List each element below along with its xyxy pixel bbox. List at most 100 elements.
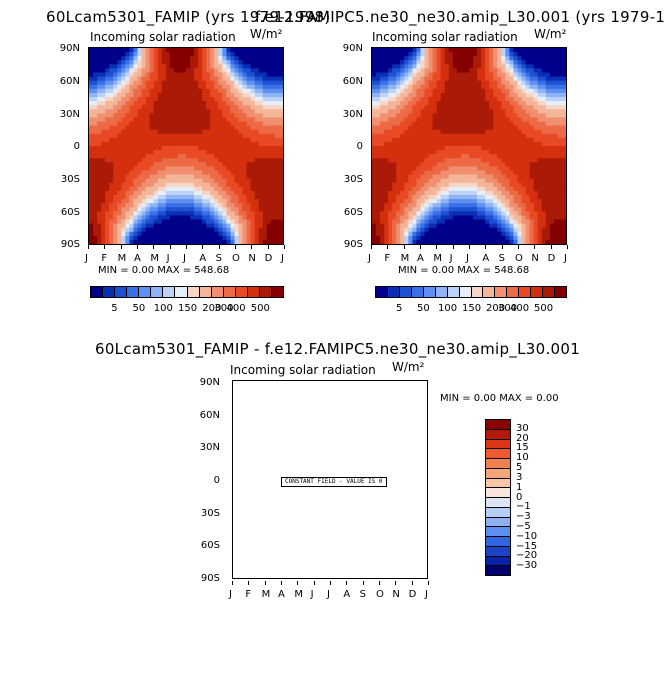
heatmap-cell xyxy=(93,186,98,192)
heatmap-cell xyxy=(557,88,563,94)
heatmap-cell xyxy=(278,231,283,237)
heatmap-cell xyxy=(497,174,502,180)
heatmap-cell xyxy=(226,101,232,106)
heatmap-cell xyxy=(525,166,531,172)
heatmap-cell xyxy=(452,64,458,70)
heatmap-cell xyxy=(428,121,434,127)
heatmap-cell xyxy=(129,239,135,244)
heatmap-cell xyxy=(238,235,244,241)
heatmap-cell xyxy=(194,121,199,127)
heatmap-cell xyxy=(376,215,381,221)
heatmap-cell xyxy=(376,207,381,212)
heatmap-cell xyxy=(101,137,106,143)
heatmap-cell xyxy=(129,154,135,159)
heatmap-cell xyxy=(420,64,426,70)
heatmap-cell xyxy=(210,158,215,163)
heatmap-cell xyxy=(408,186,414,192)
heatmap-cell xyxy=(440,178,446,184)
heatmap-cell xyxy=(137,56,143,61)
heatmap-cell xyxy=(412,190,418,196)
heatmap-cell xyxy=(222,129,228,135)
heatmap-cell xyxy=(141,178,147,184)
heatmap-cell xyxy=(384,60,389,65)
heatmap-cell xyxy=(553,129,559,135)
heatmap-cell xyxy=(513,56,519,61)
heatmap-cell xyxy=(456,97,462,102)
heatmap-cell xyxy=(404,92,409,98)
colorbar-swatch xyxy=(399,287,412,297)
heatmap-cell xyxy=(222,158,228,163)
heatmap-cell xyxy=(141,199,147,204)
heatmap-cell xyxy=(440,207,446,212)
heatmap-cell xyxy=(129,211,135,217)
heatmap-cell xyxy=(388,215,393,221)
heatmap-cell xyxy=(541,215,547,221)
heatmap-cell xyxy=(238,223,244,229)
panel-a-ytick: 30S xyxy=(60,174,80,185)
heatmap-cell xyxy=(549,80,555,86)
heatmap-cell xyxy=(452,178,458,184)
heatmap-cell xyxy=(537,158,543,163)
heatmap-cell xyxy=(262,166,268,172)
heatmap-cell xyxy=(481,129,486,135)
x-tick-mark xyxy=(534,245,536,249)
heatmap-cell xyxy=(469,68,474,74)
heatmap-cell xyxy=(121,195,126,200)
heatmap-cell xyxy=(384,141,389,147)
heatmap-cell xyxy=(376,105,381,110)
heatmap-cell xyxy=(230,219,236,225)
heatmap-cell xyxy=(278,84,283,90)
heatmap-cell xyxy=(464,137,470,143)
heatmap-cell xyxy=(181,92,187,98)
x-tick-label: A xyxy=(343,589,351,600)
heatmap-cell xyxy=(424,199,430,204)
heatmap-cell xyxy=(372,52,377,57)
heatmap-cell xyxy=(173,97,179,102)
heatmap-cell xyxy=(161,178,167,184)
heatmap-cell xyxy=(190,195,195,200)
heatmap-cell xyxy=(230,211,236,217)
heatmap-cell xyxy=(428,182,434,188)
heatmap-cell xyxy=(513,76,519,82)
heatmap-cell xyxy=(412,72,418,78)
heatmap-cell xyxy=(533,203,539,208)
heatmap-cell xyxy=(400,158,405,163)
heatmap-cell xyxy=(202,133,207,139)
heatmap-cell xyxy=(448,215,454,221)
heatmap-cell xyxy=(133,113,139,119)
heatmap-cell xyxy=(157,199,163,204)
heatmap-cell xyxy=(372,146,377,151)
heatmap-cell xyxy=(521,97,527,102)
heatmap-cell xyxy=(388,105,393,110)
heatmap-cell xyxy=(489,239,494,244)
heatmap-cell xyxy=(509,219,515,225)
heatmap-cell xyxy=(149,170,155,176)
heatmap-cell xyxy=(416,207,422,212)
heatmap-cell xyxy=(481,227,486,233)
heatmap-cell xyxy=(440,227,446,233)
heatmap-cell xyxy=(169,170,175,176)
heatmap-cell xyxy=(113,203,118,208)
heatmap-cell xyxy=(230,121,236,127)
heatmap-cell xyxy=(525,92,531,98)
heatmap-cell xyxy=(169,150,175,155)
heatmap-cell xyxy=(444,215,450,221)
heatmap-cell xyxy=(497,68,502,74)
heatmap-cell xyxy=(473,88,478,94)
panel-c-plot: CONSTANT FIELD - VALUE IS 0 xyxy=(232,380,428,579)
heatmap-cell xyxy=(218,219,223,225)
heatmap-cell xyxy=(226,133,232,139)
heatmap-cell xyxy=(198,56,203,61)
heatmap-cell xyxy=(460,101,466,106)
heatmap-cell xyxy=(469,92,474,98)
heatmap-cell xyxy=(501,186,506,192)
heatmap-cell xyxy=(177,88,183,94)
heatmap-cell xyxy=(477,235,482,241)
heatmap-cell xyxy=(238,72,244,78)
heatmap-cell xyxy=(222,215,228,221)
heatmap-cell xyxy=(517,76,523,82)
heatmap-cell xyxy=(416,113,422,119)
heatmap-cell xyxy=(149,105,155,110)
heatmap-cell xyxy=(222,76,228,82)
heatmap-cell xyxy=(505,162,511,168)
